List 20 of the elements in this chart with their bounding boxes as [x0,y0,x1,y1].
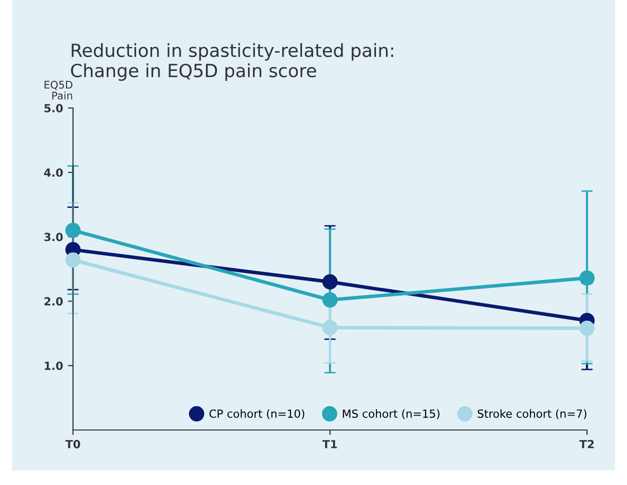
x-tick-label: T0 [65,440,80,448]
point [65,222,81,238]
x-tick-label: T1 [322,440,337,448]
legend-label: CP cohort (n=10) [209,409,304,420]
x-tick-label: T2 [579,440,594,448]
y-tick-label: 3.0 [44,232,63,242]
point [65,252,81,268]
legend-label: Stroke cohort (n=7) [478,409,586,420]
point [579,320,595,336]
point [579,270,595,286]
legend-label: MS cohort (n=15) [342,409,440,420]
point [322,320,338,336]
y-tick-label: 5.0 [44,104,63,112]
y-tick-label: 4.0 [44,168,63,177]
point [322,274,338,290]
y-axis-title: EQ5D Pain [44,80,72,100]
y-tick-label: 1.0 [44,362,63,370]
chart-title: Reduction in spasticity-related pain: Change in EQ5D pain score [71,43,394,81]
y-tick-label: 2.0 [44,297,63,306]
point [322,292,338,308]
